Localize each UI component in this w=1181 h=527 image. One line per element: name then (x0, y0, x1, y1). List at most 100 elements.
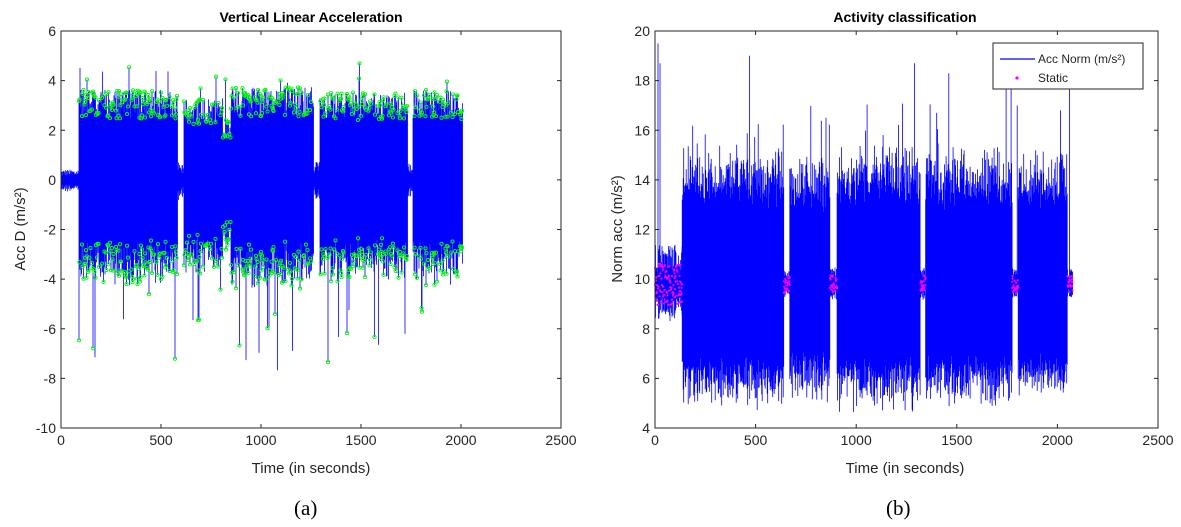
peak-marker (425, 258, 431, 263)
peak-marker (259, 253, 265, 258)
peak-marker (173, 116, 178, 121)
peak-marker (355, 117, 361, 123)
peak-marker (151, 252, 157, 257)
peak-marker (278, 271, 283, 277)
static-marker (655, 290, 659, 294)
legend-label-acc-norm: Acc Norm (m/s²) (1038, 52, 1125, 66)
peak-marker (139, 247, 145, 252)
x-tick-label: 1000 (841, 432, 872, 448)
peak-marker (293, 106, 299, 111)
y-tick-label: 0 (48, 172, 56, 188)
peak-marker (125, 255, 131, 260)
peak-marker (222, 230, 227, 235)
peak-marker (223, 247, 229, 252)
peak-marker (248, 114, 254, 119)
peak-marker (278, 258, 284, 263)
peak-marker (319, 105, 324, 110)
static-marker (831, 290, 835, 294)
peak-marker (377, 103, 383, 108)
peak-marker (213, 236, 218, 241)
peak-marker (391, 245, 396, 250)
static-marker (1017, 286, 1020, 289)
peak-marker (135, 282, 140, 287)
peak-marker (148, 238, 154, 243)
peak-marker (418, 100, 424, 105)
y-tick-label: 10 (634, 271, 650, 287)
peak-marker (118, 259, 124, 264)
static-marker (662, 268, 665, 271)
static-marker (672, 284, 675, 287)
static-marker (788, 283, 791, 287)
peak-marker (142, 273, 147, 278)
peak-marker (146, 292, 152, 297)
static-marker (835, 285, 839, 288)
peak-marker (187, 111, 192, 116)
x-tick-label: 500 (149, 432, 173, 448)
peak-marker (142, 251, 148, 256)
peak-marker (253, 111, 259, 116)
peak-marker (452, 111, 458, 116)
x-tick-label: 2500 (1142, 432, 1173, 448)
peak-marker (146, 245, 151, 250)
peak-marker (423, 114, 428, 119)
peak-marker (377, 255, 383, 260)
y-tick-label: 6 (642, 370, 650, 386)
static-marker (921, 289, 924, 292)
peak-marker (248, 99, 253, 104)
peak-marker (158, 90, 164, 95)
peak-marker (125, 104, 131, 109)
legend: Acc Norm (m/s²) Static (992, 42, 1144, 90)
x-axis-label: Time (in seconds) (846, 460, 965, 477)
peak-marker (366, 246, 371, 251)
peak-marker (117, 116, 123, 121)
peak-marker (259, 268, 264, 273)
peak-marker (164, 255, 170, 260)
peak-marker (84, 275, 89, 280)
static-marker (673, 276, 676, 279)
peak-marker (263, 277, 268, 282)
y-tick-label: 4 (48, 73, 56, 89)
peak-marker (194, 259, 200, 264)
peak-marker (160, 274, 165, 279)
static-marker (1011, 280, 1014, 283)
peak-marker (301, 253, 307, 258)
static-marker (1013, 279, 1016, 282)
peak-marker (347, 275, 352, 280)
peak-marker (155, 242, 161, 247)
peak-marker (321, 114, 326, 119)
peak-marker (372, 334, 377, 339)
peak-marker (240, 86, 245, 91)
peak-marker (246, 242, 252, 247)
peak-marker (328, 279, 334, 284)
peak-marker (398, 253, 403, 259)
y-axis-ticks: -10 -8 -6 -4 -2 0 2 4 6 (36, 23, 561, 436)
static-marker (783, 287, 786, 290)
y-tick-label: 14 (634, 172, 650, 188)
peak-marker (76, 338, 82, 343)
peak-marker (140, 102, 146, 107)
peak-marker (445, 114, 450, 119)
static-marker (675, 294, 678, 297)
peak-marker (173, 249, 179, 254)
series-markers-a (76, 61, 465, 365)
peak-marker (318, 98, 323, 104)
peak-marker (339, 257, 345, 262)
peak-marker (421, 93, 427, 98)
x-tick-label: 2500 (545, 432, 576, 448)
peak-marker (235, 91, 241, 96)
peak-marker (440, 272, 446, 277)
peak-marker (276, 98, 281, 103)
peak-marker (404, 257, 409, 262)
peak-marker (198, 249, 203, 254)
peak-marker (351, 259, 356, 264)
peak-marker (187, 106, 193, 111)
static-marker (675, 264, 678, 267)
peak-marker (418, 256, 424, 261)
static-marker (656, 287, 660, 290)
peak-marker (397, 116, 403, 121)
peak-marker (350, 90, 356, 95)
peak-marker (151, 110, 157, 115)
peak-marker (348, 266, 354, 271)
peak-marker (328, 91, 334, 96)
static-marker (784, 289, 787, 292)
